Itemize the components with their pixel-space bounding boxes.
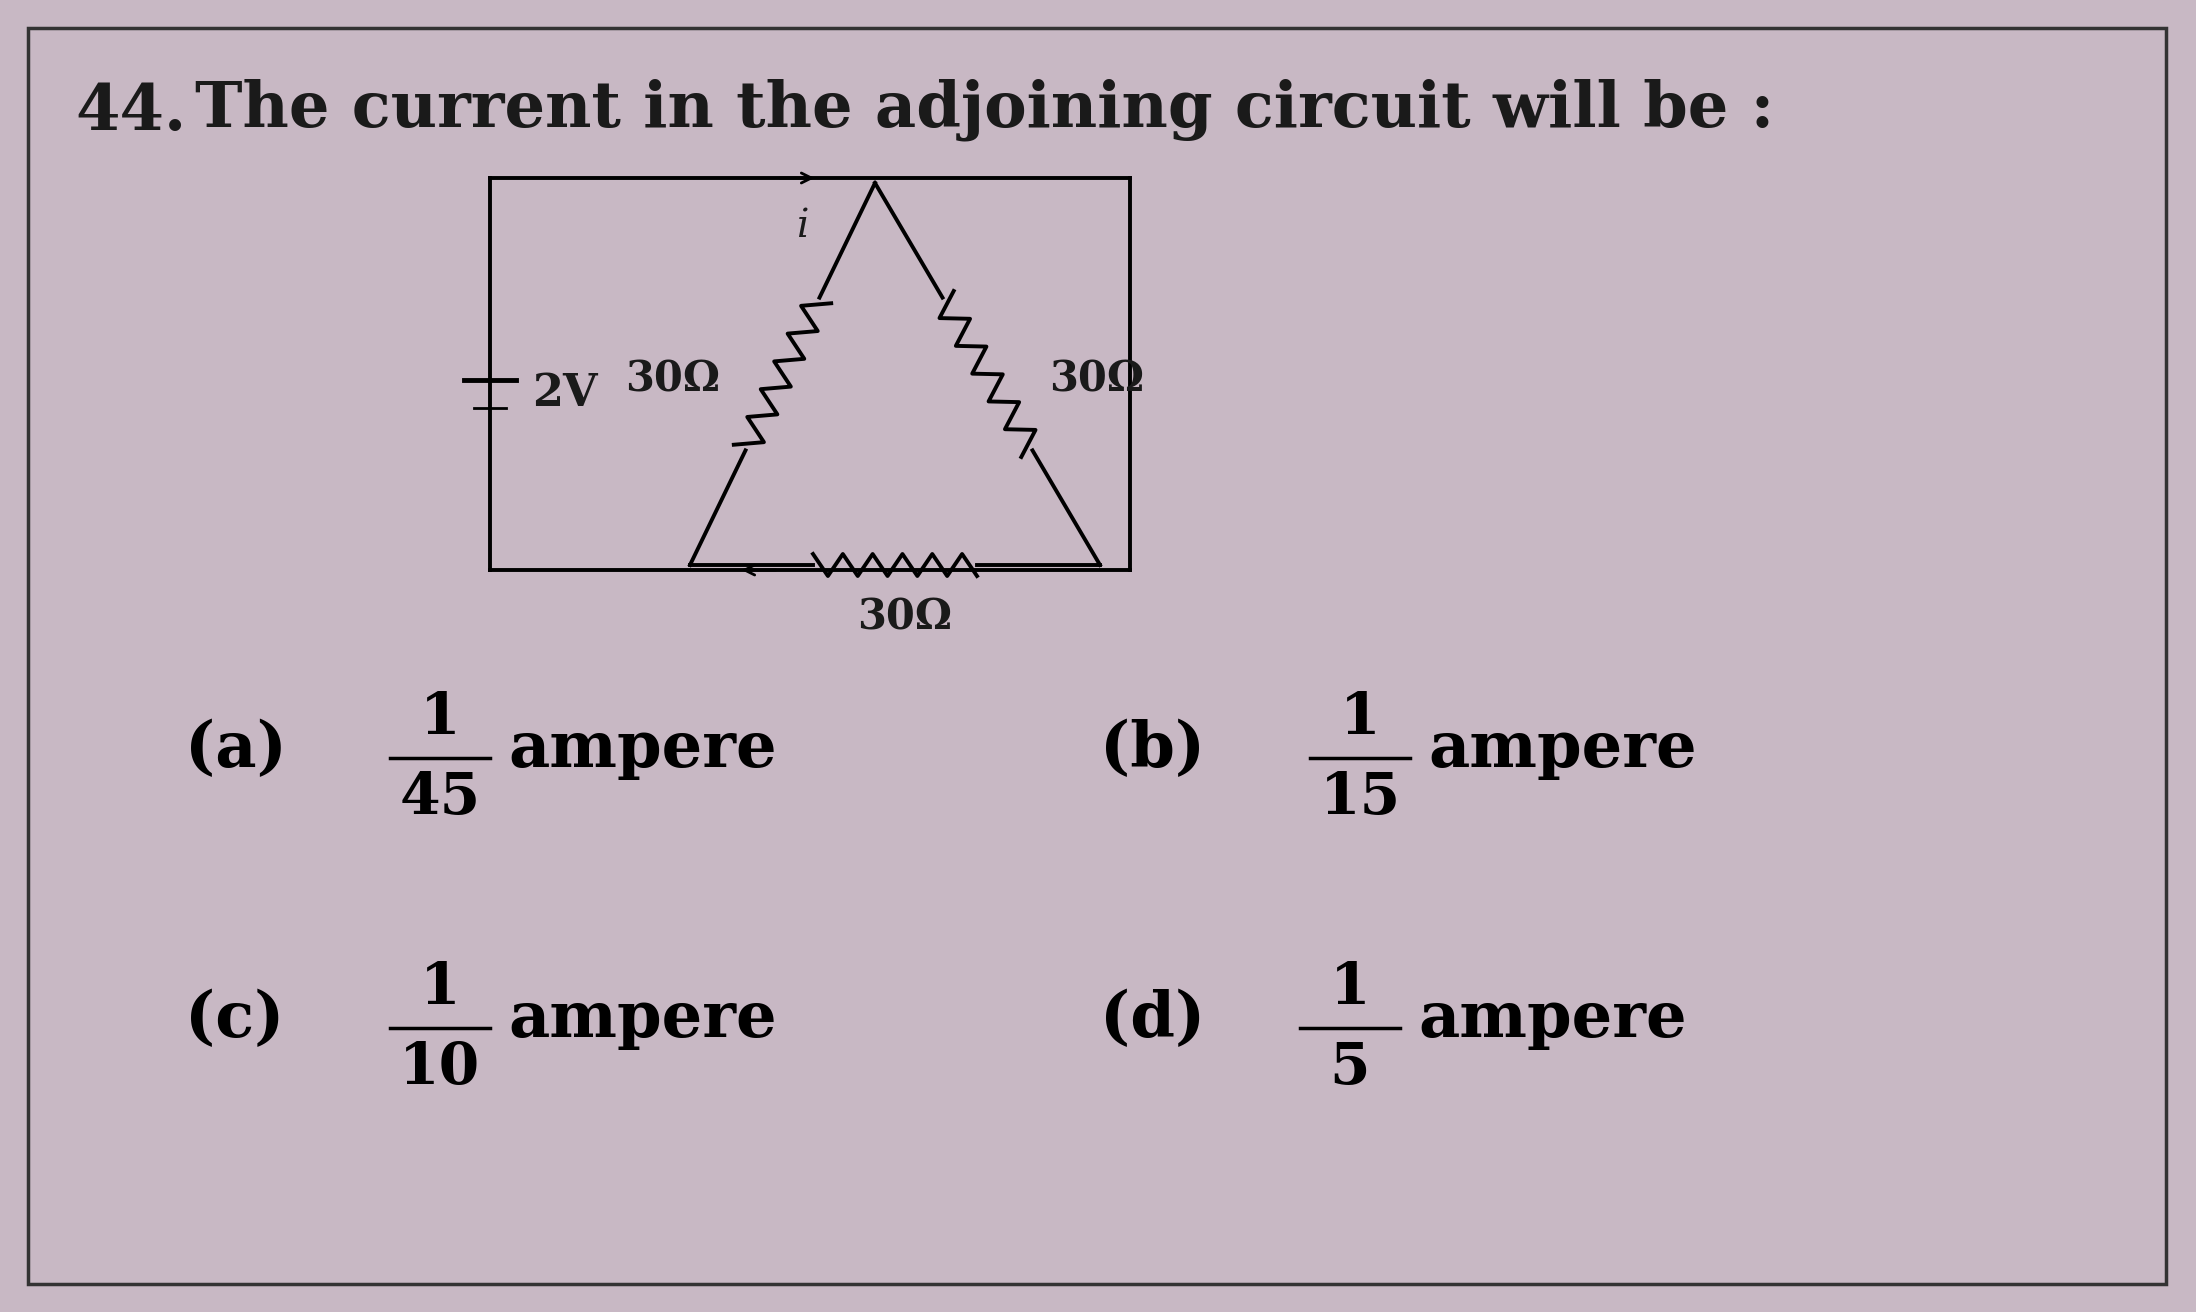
Text: 45: 45 — [400, 770, 481, 827]
Text: 1: 1 — [419, 960, 461, 1015]
Text: 30Ω: 30Ω — [626, 358, 720, 400]
Text: 30Ω: 30Ω — [856, 597, 953, 639]
Text: 10: 10 — [400, 1040, 481, 1096]
Text: ampere: ampere — [507, 989, 777, 1051]
Text: 1: 1 — [419, 690, 461, 747]
Text: i: i — [795, 209, 808, 245]
FancyBboxPatch shape — [29, 28, 2165, 1284]
Text: (b): (b) — [1100, 719, 1206, 781]
Text: ampere: ampere — [1419, 989, 1687, 1051]
Text: 30Ω: 30Ω — [1050, 358, 1144, 400]
Text: (c): (c) — [184, 989, 283, 1051]
Text: 5: 5 — [1331, 1040, 1370, 1096]
Text: 1: 1 — [1331, 960, 1370, 1015]
Text: ampere: ampere — [1427, 719, 1698, 781]
Text: (a): (a) — [184, 719, 288, 781]
Text: 44.: 44. — [75, 81, 187, 143]
Text: 1: 1 — [1340, 690, 1381, 747]
Text: 15: 15 — [1320, 770, 1401, 827]
Text: 2V: 2V — [531, 373, 597, 416]
Text: (d): (d) — [1100, 989, 1206, 1051]
Text: ampere: ampere — [507, 719, 777, 781]
Text: The current in the adjoining circuit will be :: The current in the adjoining circuit wil… — [195, 77, 1774, 140]
